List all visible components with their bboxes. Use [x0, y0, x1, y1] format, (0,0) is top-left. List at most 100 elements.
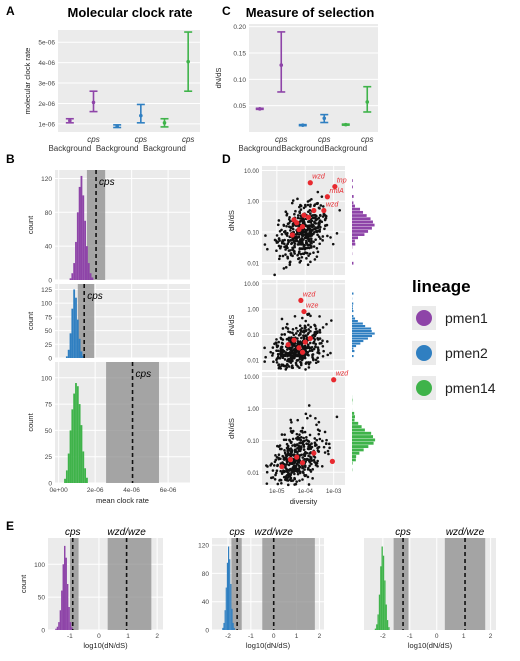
- d-point: [275, 357, 279, 360]
- e-histogram-bar: [380, 566, 382, 630]
- d-point: [285, 442, 289, 446]
- d-marginal-bar: [352, 327, 372, 330]
- d-point: [304, 328, 308, 332]
- d-marginal-bar: [352, 421, 359, 425]
- d-point: [291, 357, 294, 361]
- b-ytick-label: 100: [41, 301, 52, 308]
- d-point: [301, 228, 304, 232]
- b-histogram-bar: [76, 319, 79, 358]
- d-point: [307, 328, 311, 331]
- d-point: [286, 479, 290, 482]
- e-cps-interval: [69, 538, 79, 630]
- b-cps-interval: [77, 284, 95, 358]
- d-marginal-bar: [352, 428, 365, 432]
- d-point: [297, 252, 301, 255]
- d-point: [304, 224, 308, 228]
- d-point: [291, 238, 295, 242]
- d-point: [309, 220, 312, 224]
- d-marginal-bar: [352, 315, 354, 318]
- b-ytick-label: 25: [45, 454, 53, 461]
- d-point: [314, 327, 318, 331]
- d-point: [304, 233, 307, 237]
- e-xlabel: log10(dN/dS): [408, 641, 453, 650]
- d-point: [284, 467, 288, 470]
- d-point: [300, 255, 304, 259]
- e-histogram-bar: [382, 555, 385, 630]
- d-ylabel: dN/dS: [227, 418, 236, 439]
- d-marginal-bar: [352, 220, 373, 224]
- d-point: [300, 453, 303, 457]
- d-point: [323, 218, 327, 222]
- panel-d-chart: 0.010.101.0010.00wzdtnprmlAwzddN/dS0.010…: [227, 166, 376, 506]
- d-point: [296, 435, 300, 439]
- d-marginal-bar: [352, 207, 361, 211]
- b-histogram-bar: [75, 241, 77, 280]
- e-histogram-bar: [66, 584, 69, 630]
- a-plot-background: [58, 30, 200, 132]
- b-histogram-bar: [82, 195, 85, 280]
- d-point: [320, 195, 324, 198]
- d-point: [277, 237, 281, 241]
- d-point: [276, 349, 280, 353]
- d-point: [279, 350, 283, 353]
- d-marginal-bar: [352, 210, 364, 214]
- d-point: [289, 229, 292, 232]
- d-point: [302, 436, 305, 440]
- e-ytick-label: 40: [202, 599, 210, 606]
- e-xtick-label: 2: [489, 633, 493, 640]
- d-point: [317, 235, 321, 238]
- b-cps-interval: [106, 362, 159, 483]
- e-wzd-label: wzd/wze: [255, 527, 294, 538]
- b-histogram-bar: [73, 393, 76, 483]
- d-point: [297, 257, 300, 261]
- d-point: [314, 222, 318, 225]
- d-marginal-bar: [352, 340, 364, 343]
- d-point: [305, 257, 308, 260]
- e-histogram-bar: [69, 622, 72, 630]
- d-point: [289, 426, 292, 430]
- d-point: [298, 205, 301, 209]
- b-histogram-bar: [86, 246, 88, 280]
- d-point: [285, 463, 289, 466]
- d-point: [281, 239, 285, 243]
- d-point: [324, 224, 327, 227]
- d-point: [278, 229, 282, 233]
- e-histogram-bar: [62, 564, 65, 630]
- d-point: [295, 238, 298, 242]
- e-wzd-label: wzd/wze: [446, 527, 485, 538]
- d-point: [286, 483, 290, 487]
- d-point: [294, 464, 298, 468]
- d-point: [280, 447, 283, 451]
- d-point: [303, 344, 307, 348]
- d-point: [273, 273, 276, 277]
- d-highlight-point: [324, 194, 330, 200]
- d-point: [277, 366, 281, 370]
- d-ytick-label: 0.10: [247, 439, 259, 445]
- d-point: [325, 438, 328, 442]
- d-point: [273, 238, 277, 242]
- d-point: [310, 223, 314, 226]
- d-point: [265, 482, 269, 485]
- d-point: [299, 208, 303, 211]
- a-ylabel: molecular clock rate: [23, 48, 32, 115]
- d-point: [288, 260, 292, 264]
- d-point: [315, 438, 319, 442]
- d-point: [277, 456, 280, 460]
- d-point: [280, 472, 284, 475]
- a-point: [115, 124, 119, 129]
- b-histogram-bar: [69, 333, 72, 358]
- d-point: [286, 256, 290, 260]
- b-histogram-bar: [73, 289, 76, 358]
- e-xtick-label: -1: [407, 633, 413, 640]
- d-point: [289, 451, 293, 455]
- d-point: [307, 404, 311, 407]
- d-marginal-bar: [352, 342, 361, 345]
- d-point: [295, 462, 299, 466]
- d-point: [275, 234, 279, 237]
- e-xlabel: log10(dN/dS): [83, 641, 128, 650]
- d-point: [313, 323, 316, 327]
- d-gene-label: rmlA: [329, 188, 344, 195]
- d-point: [285, 337, 289, 341]
- d-point: [325, 322, 328, 326]
- d-point: [275, 469, 279, 473]
